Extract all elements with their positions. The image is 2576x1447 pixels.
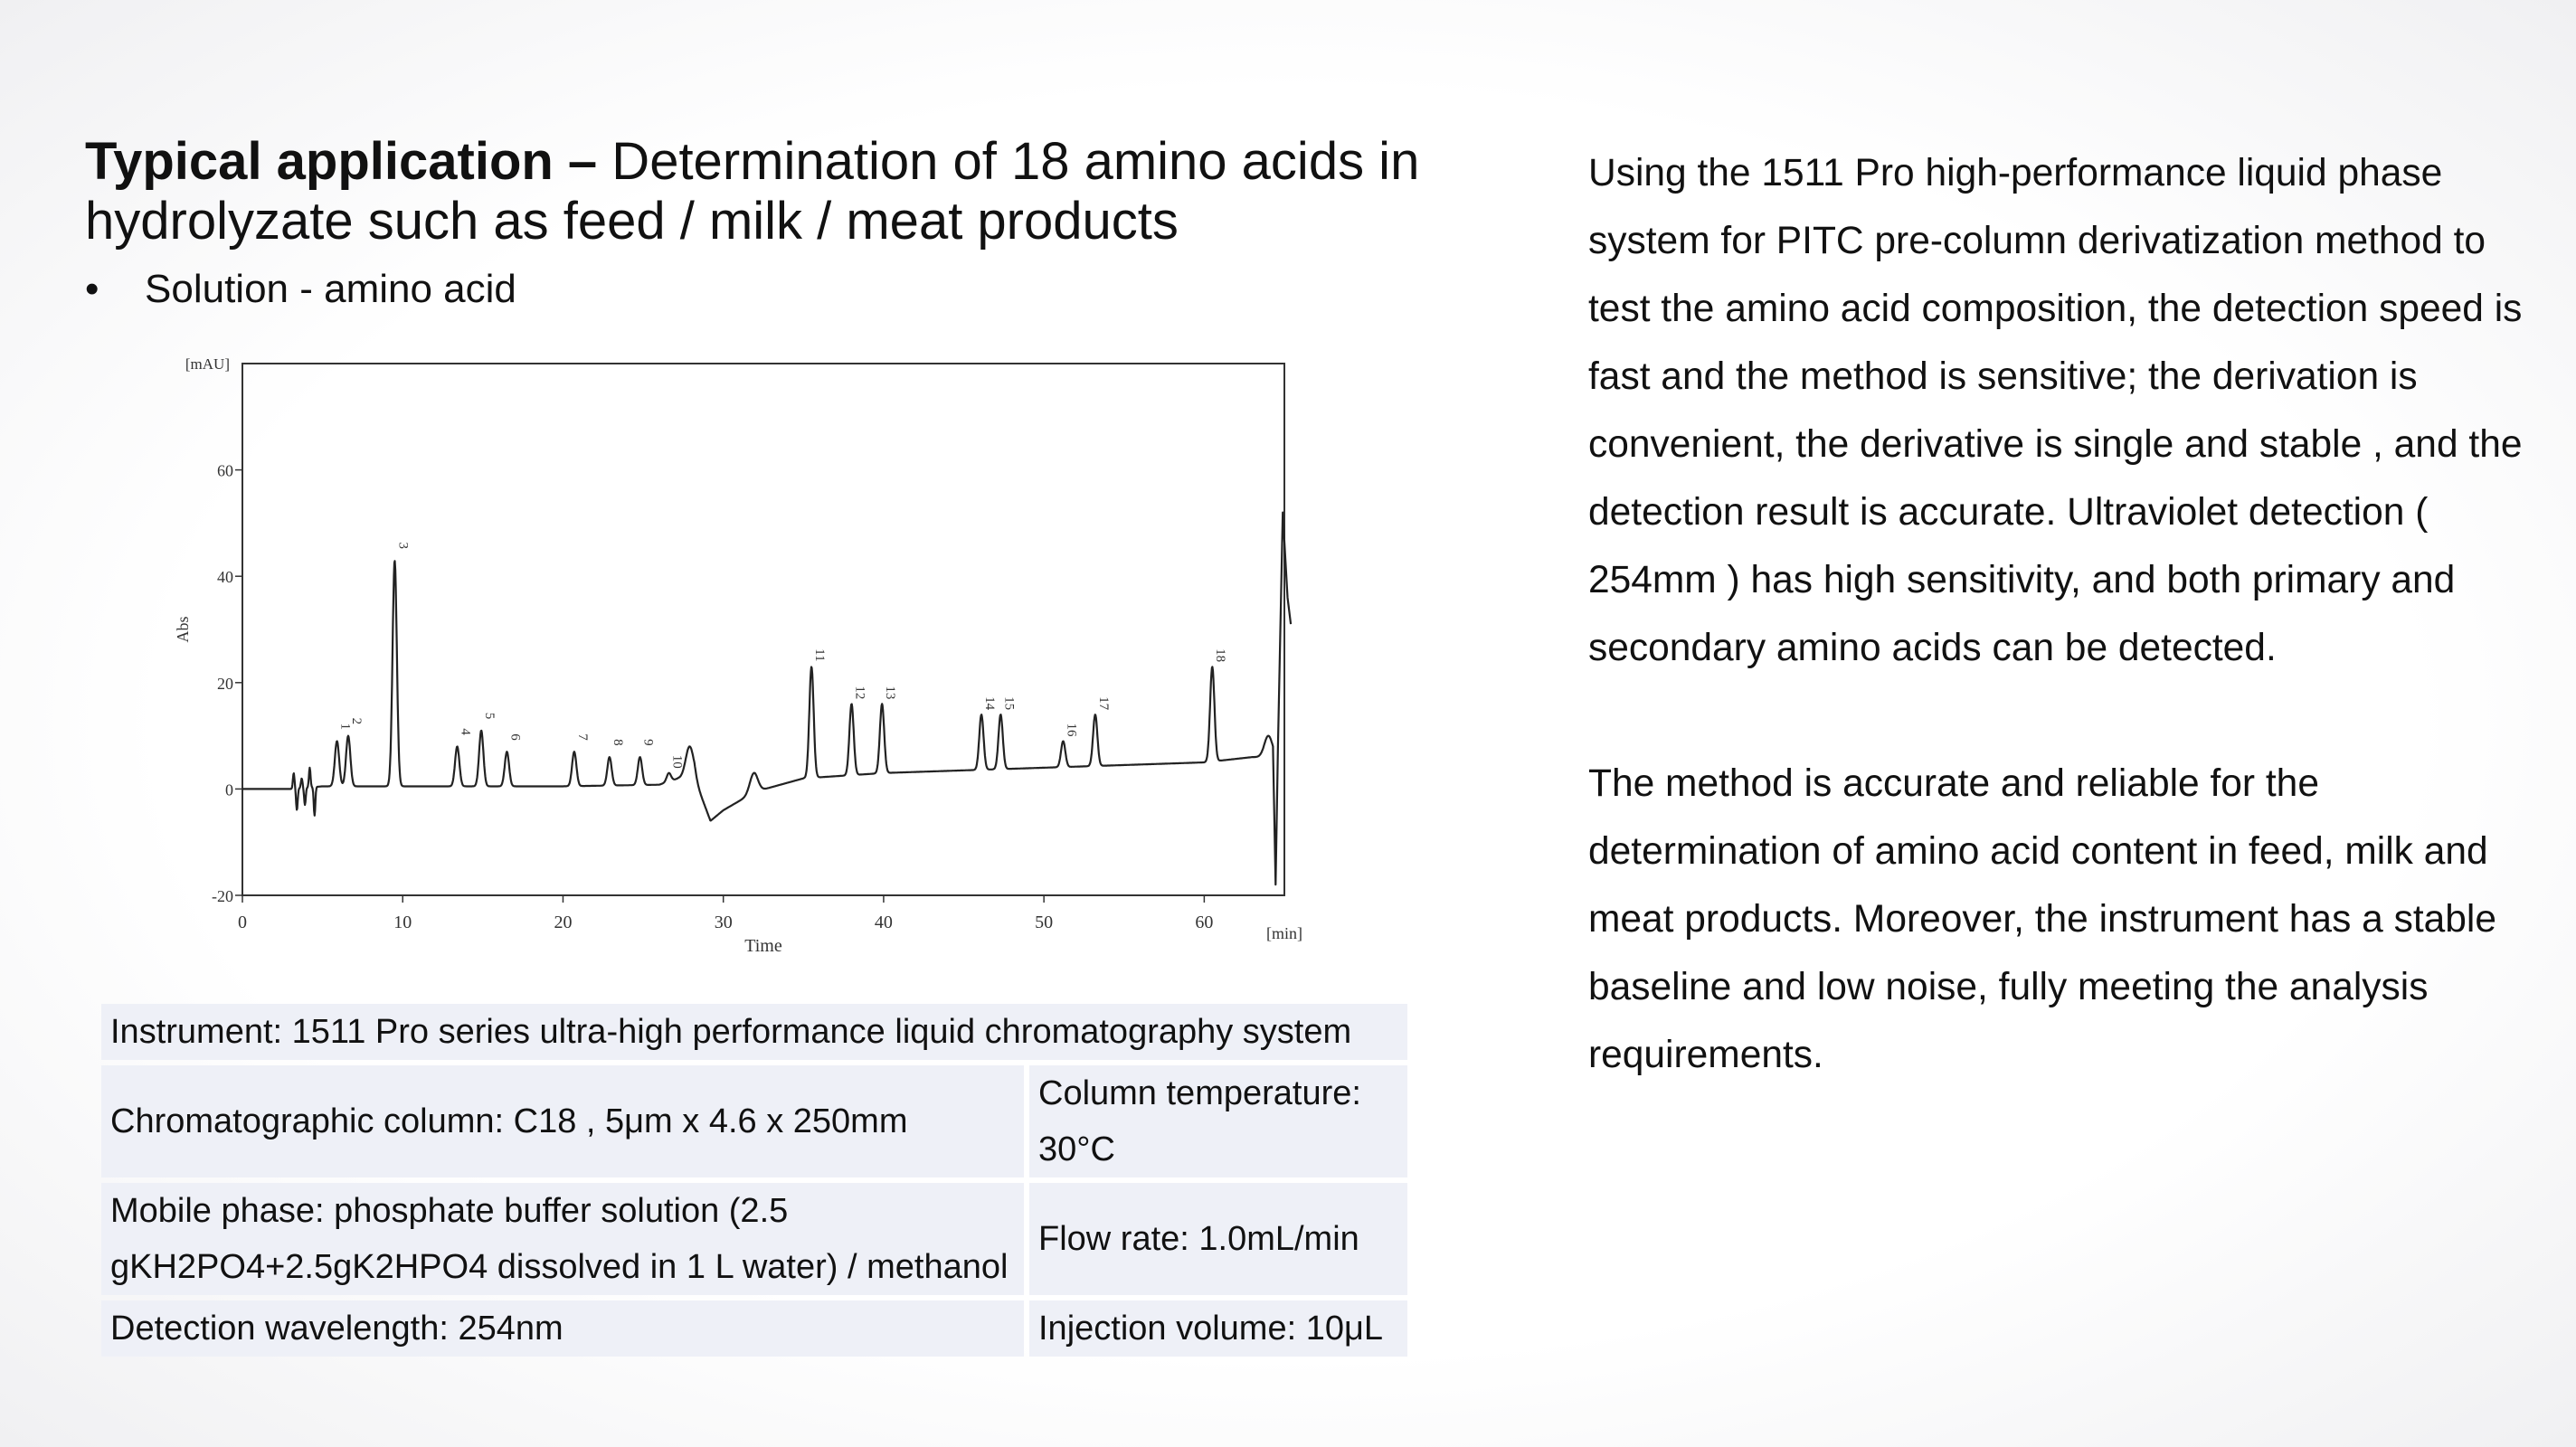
parameters-table: Instrument: 1511 Pro series ultra-high p… xyxy=(96,998,1413,1362)
peak-label: 2 xyxy=(349,718,364,725)
x-tick-label: 60 xyxy=(1195,913,1213,932)
peak-label: 13 xyxy=(883,686,897,699)
injection-volume-cell: Injection volume: 10μL xyxy=(1029,1300,1407,1357)
peak-label: 12 xyxy=(852,686,867,699)
x-tick-label: 30 xyxy=(715,913,733,932)
x-tick-label: 50 xyxy=(1035,913,1053,932)
column-temperature-cell: Column temperature: 30°C xyxy=(1029,1065,1407,1177)
peak-label: 18 xyxy=(1213,648,1227,662)
x-tick-label: 20 xyxy=(554,913,572,932)
plot-frame xyxy=(242,363,1285,896)
peak-label: 10 xyxy=(669,755,684,769)
peak-label: 3 xyxy=(395,543,410,550)
peak-label: 14 xyxy=(982,696,997,711)
wavelength-cell: Detection wavelength: 254nm xyxy=(101,1300,1024,1357)
y-tick-label: 20 xyxy=(217,675,233,693)
chromatogram-svg: 0 10 20 30 40 50 60 -20 0 20 40 60 [mAU] [min] Time Abs… xyxy=(174,355,1302,956)
chromatogram-chart: 0 10 20 30 40 50 60 -20 0 20 40 60 [mAU] [min] Time Abs… xyxy=(172,342,1312,975)
x-tick-label: 40 xyxy=(875,913,893,932)
column-cell: Chromatographic column: C18 , 5μm x 4.6 … xyxy=(101,1065,1024,1177)
peak-label: 5 xyxy=(482,713,497,720)
bullet-text: Solution - amino acid xyxy=(145,267,516,311)
peak-label: 15 xyxy=(1001,696,1016,710)
y-tick-label: -20 xyxy=(212,887,233,905)
table-row: Instrument: 1511 Pro series ultra-high p… xyxy=(101,1004,1407,1060)
page-title: Typical application – Determination of 1… xyxy=(85,132,1532,251)
mobile-phase-line2: gKH2PO4+2.5gK2HPO4 dissolved in 1 L wate… xyxy=(110,1248,1009,1286)
solution-bullet: • Solution - amino acid xyxy=(85,264,516,315)
peak-label: 16 xyxy=(1064,723,1078,737)
peak-label: 6 xyxy=(507,733,522,741)
peak-label: 8 xyxy=(611,739,625,746)
x-tick-label: 0 xyxy=(238,913,247,932)
mobile-phase-cell: Mobile phase: phosphate buffer solution … xyxy=(101,1183,1024,1295)
peak-label: 7 xyxy=(575,733,590,741)
y-tick-label: 0 xyxy=(225,780,233,799)
peak-label: 17 xyxy=(1096,696,1111,711)
title-rest-part: Determination of 18 amino acids in xyxy=(597,132,1420,191)
title-second-line: hydrolyzate such as feed / milk / meat p… xyxy=(85,192,1179,251)
table-row: Chromatographic column: C18 , 5μm x 4.6 … xyxy=(101,1065,1407,1177)
title-bold-part: Typical application – xyxy=(85,132,598,191)
y-axis-label: Abs xyxy=(174,616,192,642)
column-temperature-value: 30°C xyxy=(1038,1130,1115,1168)
x-unit-label: [min] xyxy=(1266,924,1302,942)
chromatogram-trace xyxy=(242,511,1293,886)
y-tick-label: 40 xyxy=(217,568,233,586)
peak-label: 9 xyxy=(641,739,656,746)
mobile-phase-line1: Mobile phase: phosphate buffer solution … xyxy=(110,1192,789,1230)
description-paragraph-2: The method is accurate and reliable for … xyxy=(1588,762,2496,1076)
description-paragraph-1: Using the 1511 Pro high-performance liqu… xyxy=(1588,152,2523,669)
peak-label: 1 xyxy=(338,723,353,730)
description-text: Using the 1511 Pro high-performance liqu… xyxy=(1588,139,2529,1089)
bullet-marker: • xyxy=(85,267,99,311)
table-row: Mobile phase: phosphate buffer solution … xyxy=(101,1183,1407,1295)
column-temperature-label: Column temperature: xyxy=(1038,1074,1361,1112)
peak-label: 4 xyxy=(458,728,472,735)
x-axis-label: Time xyxy=(744,936,782,956)
table-row: Detection wavelength: 254nm Injection vo… xyxy=(101,1300,1407,1357)
x-tick-label: 10 xyxy=(393,913,412,932)
y-unit-label: [mAU] xyxy=(185,355,230,373)
instrument-cell: Instrument: 1511 Pro series ultra-high p… xyxy=(101,1004,1407,1060)
peak-label: 11 xyxy=(812,648,827,661)
flow-rate-cell: Flow rate: 1.0mL/min xyxy=(1029,1183,1407,1295)
y-tick-label: 60 xyxy=(217,462,233,480)
